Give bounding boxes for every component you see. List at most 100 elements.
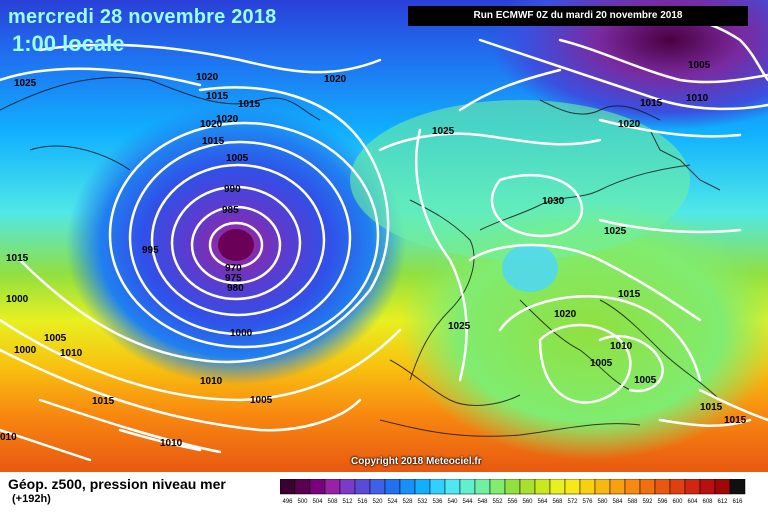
isobar-label: 1005 (250, 395, 273, 406)
legend-swatch (519, 479, 536, 495)
legend-value: 512 (342, 499, 353, 505)
isobar-label: 1030 (542, 196, 565, 207)
legend-value: 552 (492, 499, 503, 505)
legend-swatch (294, 479, 311, 495)
coastlines (0, 76, 721, 437)
isobar-label: 1005 (226, 153, 249, 164)
isobar-label: 1010 (60, 348, 83, 359)
legend-value: 500 (297, 499, 308, 505)
isobar-label: 1010 (200, 376, 223, 387)
isobar-label: 1015 (618, 289, 641, 300)
isobar-label: 1000 (14, 345, 37, 356)
legend-value: 576 (582, 499, 593, 505)
isobar-label: 985 (222, 205, 239, 216)
legend-value: 520 (372, 499, 383, 505)
legend-swatch (549, 479, 566, 495)
legend-value: 504 (312, 499, 323, 505)
legend-value: 580 (597, 499, 608, 505)
isobar-label: 1020 (200, 119, 223, 130)
isobar-label: 1010 (686, 93, 709, 104)
isobar-label: 1005 (634, 375, 657, 386)
legend-swatch (699, 479, 716, 495)
legend-value: 544 (462, 499, 473, 505)
legend-value: 496 (282, 499, 293, 505)
legend-swatch (399, 479, 416, 495)
legend-swatch (639, 479, 656, 495)
legend-swatch (609, 479, 626, 495)
legend-swatch (489, 479, 506, 495)
legend-value: 600 (672, 499, 683, 505)
isobar-label: 1005 (688, 60, 711, 71)
isobar-label: 1015 (724, 415, 747, 426)
legend-swatch (369, 479, 386, 495)
isobar-label: 990 (224, 184, 241, 195)
legend-value: 528 (402, 499, 413, 505)
legend-value: 516 (357, 499, 368, 505)
isobar-label: 1015 (700, 402, 723, 413)
isobar-label: 1005 (44, 333, 67, 344)
isobar-label: 1025 (14, 78, 37, 89)
legend-swatch (684, 479, 701, 495)
isobar-label: 975 (225, 273, 242, 284)
isobar-label: 1025 (432, 126, 455, 137)
isobar-label: 1015 (238, 99, 261, 110)
legend-swatch (654, 479, 671, 495)
legend-value: 596 (657, 499, 668, 505)
isobar-labels: 1025 1020 1015 1015 1020 1020 1015 1005 … (0, 60, 747, 449)
legend-value: 524 (387, 499, 398, 505)
legend-value: 588 (627, 499, 638, 505)
legend-swatch (729, 479, 746, 495)
legend-swatch (714, 479, 731, 495)
legend-swatch (414, 479, 431, 495)
isobar-label: 995 (142, 245, 159, 256)
legend-value: 568 (552, 499, 563, 505)
forecast-date: mercredi 28 novembre 2018 (8, 6, 277, 28)
isobar-label: 1020 (216, 114, 239, 125)
map-title: Géop. z500, pression niveau mer (8, 476, 226, 492)
legend-value: 584 (612, 499, 623, 505)
isobar-label: 1005 (590, 358, 613, 369)
legend-value: 560 (522, 499, 533, 505)
color-legend: 496 500 504 508 512 516 520 524 528 532 536 540 544 5… (280, 479, 746, 505)
isobar-label: 1015 (92, 396, 115, 407)
legend-swatch (624, 479, 641, 495)
isobar-label: 1010 (160, 438, 183, 449)
forecast-range: (+192h) (12, 493, 51, 505)
isobar-label: 1015 (6, 253, 29, 264)
legend-swatch (534, 479, 551, 495)
isobar-label: 010 (0, 432, 17, 443)
legend-swatch (280, 479, 296, 495)
legend-value: 604 (687, 499, 698, 505)
legend-value: 616 (732, 499, 743, 505)
isobar-label: 1015 (202, 136, 225, 147)
isobar-label: 980 (227, 283, 244, 294)
legend-value: 536 (432, 499, 443, 505)
legend-swatch (354, 479, 371, 495)
legend-swatch (459, 479, 476, 495)
legend-swatch (429, 479, 446, 495)
forecast-time: 1:00 locale (12, 31, 125, 56)
legend-swatch (339, 479, 356, 495)
legend-swatch (384, 479, 401, 495)
legend-swatch (324, 479, 341, 495)
legend-swatch (309, 479, 326, 495)
legend-swatch (564, 479, 581, 495)
legend-value: 608 (702, 499, 713, 505)
model-run-info: Run ECMWF 0Z du mardi 20 novembre 2018 (408, 6, 748, 26)
legend-value: 532 (417, 499, 428, 505)
legend-value: 564 (537, 499, 548, 505)
isobar-label: 1020 (324, 74, 347, 85)
isobar-label: 1020 (196, 72, 219, 83)
isobar-label: 1020 (554, 309, 577, 320)
north-east-trough (490, 0, 768, 130)
legend-value: 612 (717, 499, 728, 505)
isobar-label: 970 (225, 263, 242, 274)
isobar-label: 1000 (230, 328, 253, 339)
legend-swatch (444, 479, 461, 495)
isobar-label: 1000 (6, 294, 29, 305)
legend-value: 556 (507, 499, 518, 505)
ridge-warm-area (400, 200, 768, 460)
legend-value: 572 (567, 499, 578, 505)
isobar-label: 1015 (206, 91, 229, 102)
weather-map: 1025 1020 1015 1015 1020 1020 1015 1005 … (0, 0, 768, 472)
